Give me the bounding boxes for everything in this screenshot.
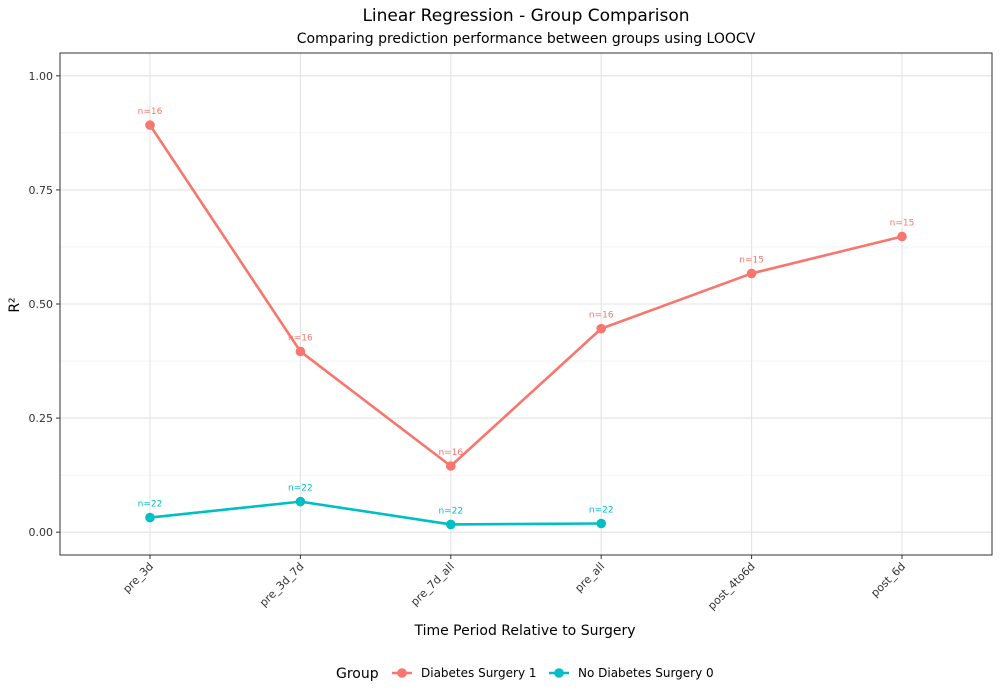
data-label: n=16 [138,107,163,117]
data-point [295,496,306,507]
legend: Group Diabetes Surgery 1 No Diabetes Surg… [336,666,714,682]
x-tick-label: pre_3d [120,560,156,596]
y-tick-label: 0.00 [29,526,54,539]
data-point [596,323,606,334]
y-tick-label: 0.25 [29,412,54,425]
data-point [746,268,757,279]
data-label: n=16 [589,311,614,321]
x-tick-label: pre_7d_all [408,560,457,609]
x-tick-label: post_6d [868,560,908,600]
chart-subtitle: Comparing prediction performance between… [297,31,756,47]
y-tick-label: 0.50 [29,298,54,311]
y-axis-title: R² [7,297,23,312]
data-label: n=16 [438,448,463,458]
series-layer: n=16 n=16 n=16 n=16 n=15 n=15 n=22 n=22 n=22 n=22 [138,107,915,530]
legend-key-point [397,668,407,678]
data-point [145,512,155,523]
data-label: n=22 [288,484,313,494]
data-label: n=15 [739,255,764,265]
data-label: n=22 [438,506,463,516]
series-line [149,500,602,526]
x-tick-label: post_4to6d [705,560,758,613]
series-line [148,124,903,468]
data-point [295,346,306,357]
legend-key-point [554,668,564,678]
x-axis: pre_3d pre_3d_7d pre_7d_all pre_all post_4to… [120,555,908,612]
chart-title: Linear Regression - Group Comparison [362,6,689,26]
x-axis-title: Time Period Relative to Surgery [413,623,635,639]
x-tick-label: pre_3d_7d [257,560,306,609]
data-label: n=22 [138,500,163,510]
data-point [897,231,907,242]
data-point [446,461,456,471]
data-label: n=16 [288,333,313,343]
data-point [446,519,456,530]
y-tick-label: 1.00 [29,70,54,83]
x-tick-label: pre_all [572,560,607,595]
legend-label: Diabetes Surgery 1 [421,666,537,680]
data-label: n=22 [589,506,614,516]
legend-label: No Diabetes Surgery 0 [578,666,714,680]
grid [60,53,992,555]
series-group: n=22 n=22 n=22 n=22 [138,484,614,530]
data-point [145,120,155,130]
legend-title: Group [336,666,379,682]
y-axis: 0.00 0.25 0.50 0.75 1.00 [29,70,60,539]
data-point [596,518,606,529]
y-tick-label: 0.75 [29,184,54,197]
data-label: n=15 [890,218,915,228]
series-group: n=16 n=16 n=16 n=16 n=15 n=15 [138,107,915,471]
